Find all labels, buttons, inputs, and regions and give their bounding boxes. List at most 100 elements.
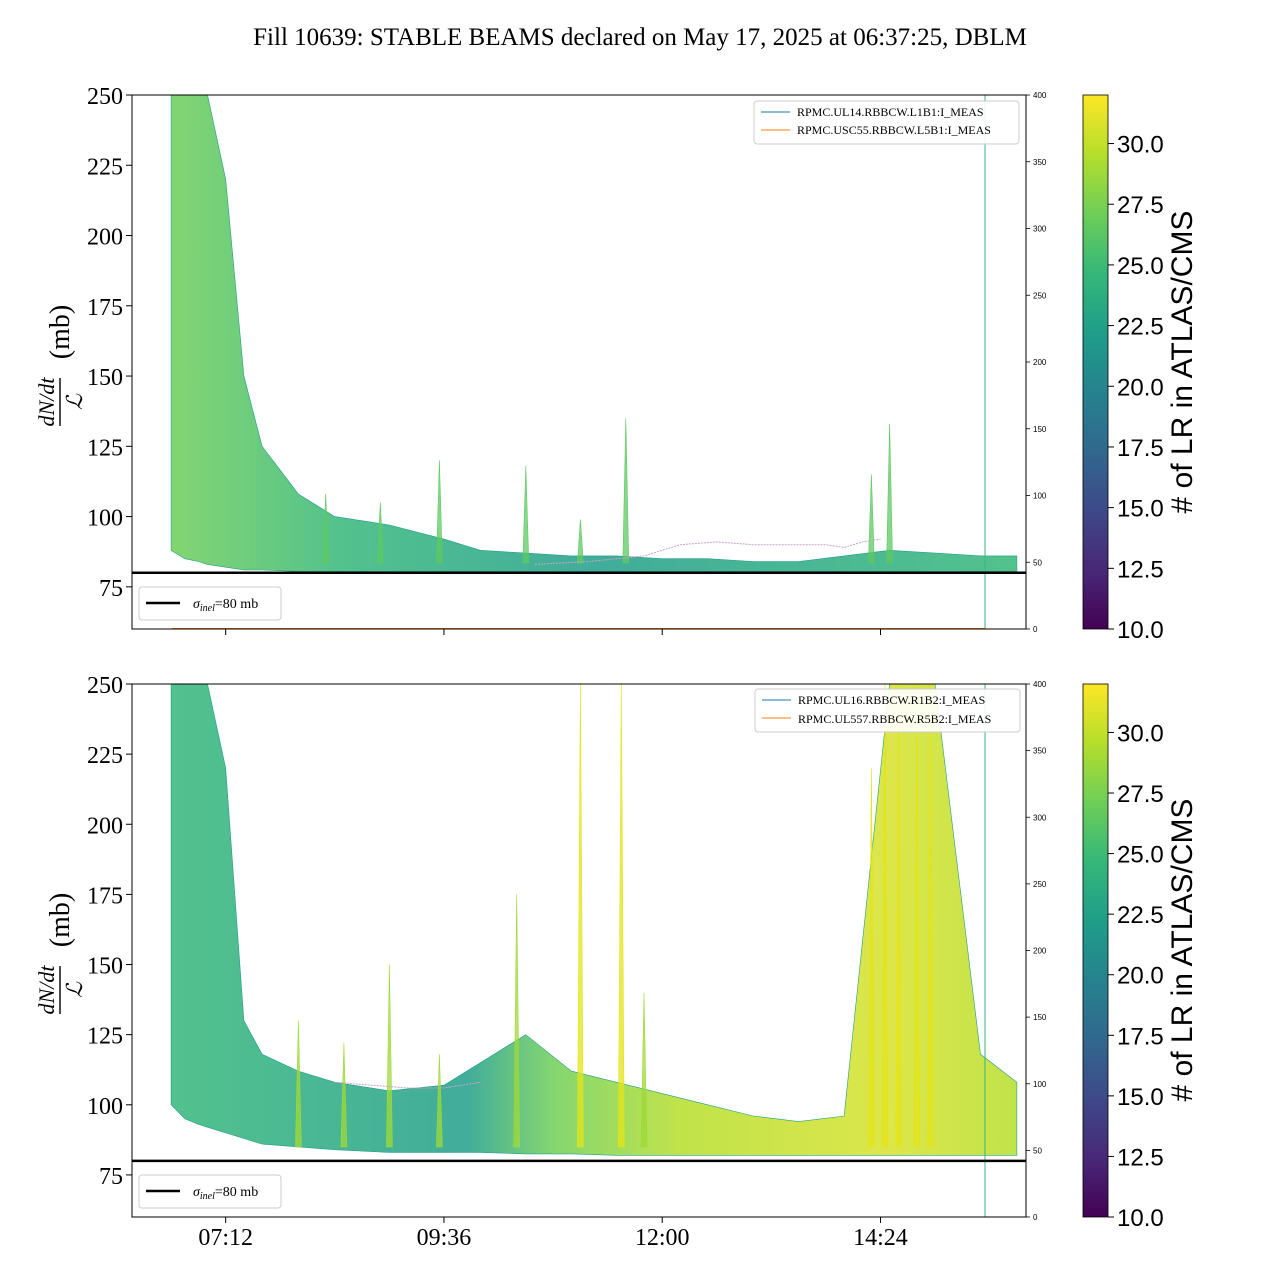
bot-colorbar-tick-label: 25.0 (1117, 842, 1164, 869)
top-y2-tick-label: 250 (1033, 291, 1047, 300)
top-y2-tick-label: 400 (1033, 91, 1047, 100)
top-y2-tick-label: 300 (1033, 225, 1047, 234)
bot-colorbar-tick-label: 12.5 (1117, 1144, 1164, 1171)
top-spike (322, 494, 330, 564)
top-purple-trace (534, 538, 881, 565)
svg-text:ℒ: ℒ (62, 393, 87, 410)
svg-text:(mb): (mb) (45, 305, 76, 359)
bottom-x-axis: 07:12 09:36 12:00 14:24 (198, 1217, 908, 1251)
bot-colorbar-tick-label: 30.0 (1117, 720, 1164, 747)
top-colorbar-tick-label: 17.5 (1117, 435, 1164, 462)
bot-colorbar-tick-label: 17.5 (1117, 1023, 1164, 1050)
top-y-tick-label: 150 (87, 365, 123, 391)
top-y2-tick-label: 50 (1033, 558, 1042, 567)
bottom-sigma-legend-text: σinel=80 mb (193, 1185, 258, 1202)
top-y2-tick-label: 150 (1033, 425, 1047, 434)
bottom-panel: 75 100 125 150 175 200 225 250 0 50 100 150 200 250 3… (34, 673, 1199, 1251)
svg-text:dN/dt: dN/dt (34, 377, 59, 427)
bot-x-tick-label: 14:24 (853, 1225, 908, 1251)
top-colorbar-label: # of LR in ATLAS/CMS (1166, 211, 1199, 514)
bot-y2-tick-label: 150 (1033, 1013, 1047, 1022)
top-spike (376, 502, 384, 564)
top-envelope-band (170, 95, 1018, 572)
top-y-tick-label: 125 (87, 435, 123, 461)
bot-spike (617, 684, 625, 1148)
top-y2-tick-label: 0 (1033, 625, 1038, 634)
bot-spike (436, 1054, 443, 1148)
top-y2-axis: 0 50 100 150 200 250 300 350 400 (1026, 91, 1047, 634)
bot-spike (340, 1043, 348, 1148)
svg-text:(mb): (mb) (45, 893, 76, 947)
bottom-y-label: dN/dt ℒ (mb) (34, 893, 87, 1015)
top-y2-tick-label: 200 (1033, 358, 1047, 367)
top-sigma-legend-text: σinel=80 mb (193, 597, 258, 614)
top-x-axis (225, 629, 881, 635)
figure-title: Fill 10639: STABLE BEAMS declared on May… (253, 24, 1027, 51)
top-colorbar-tick-label: 27.5 (1117, 192, 1164, 219)
bot-y2-tick-label: 250 (1033, 880, 1047, 889)
top-y-tick-label: 225 (87, 154, 123, 180)
bot-spike (513, 894, 521, 1148)
bot-spike (868, 768, 875, 1148)
bot-spike (913, 684, 921, 1148)
bot-y2-tick-label: 50 (1033, 1146, 1042, 1155)
top-colorbar-tick-label: 20.0 (1117, 374, 1164, 401)
bot-spike (881, 684, 889, 1148)
top-y-tick-label: 175 (87, 295, 123, 321)
top-colorbar-tick-label: 15.0 (1117, 496, 1164, 523)
bottom-purple-trace (334, 1081, 481, 1089)
top-legend: RPMC.UL14.RBBCW.L1B1:I_MEAS RPMC.USC55.R… (753, 100, 1020, 145)
bottom-colorbar: 10.0 12.5 15.0 17.5 20.0 22.5 25.0 27.5 30.0 # o… (1082, 683, 1199, 1232)
top-spikes (322, 418, 893, 564)
top-colorbar-tick-label: 22.5 (1117, 314, 1164, 341)
top-y-label: dN/dt ℒ (mb) (34, 305, 87, 427)
bot-y-tick-label: 250 (87, 673, 123, 699)
top-spike (886, 423, 893, 564)
bottom-y-axis: 75 100 125 150 175 200 225 250 (87, 673, 132, 1190)
top-colorbar: 10.0 12.5 15.0 17.5 20.0 22.5 25.0 27.5 30.0 # o… (1082, 94, 1199, 644)
bot-y-tick-label: 225 (87, 743, 123, 769)
top-y-tick-label: 100 (87, 506, 123, 532)
bot-spike (895, 684, 903, 1148)
top-spike (868, 474, 875, 564)
bot-colorbar-tick-label: 22.5 (1117, 902, 1164, 929)
svg-text:dN/dt: dN/dt (34, 965, 59, 1015)
bot-spike (927, 684, 934, 1148)
top-y-tick-label: 75 (99, 576, 123, 602)
top-legend-entry-1: RPMC.UL14.RBBCW.L1B1:I_MEAS (797, 105, 984, 119)
bot-colorbar-tick-label: 20.0 (1117, 963, 1164, 990)
top-y2-tick-label: 350 (1033, 158, 1047, 167)
bot-y-tick-label: 175 (87, 883, 123, 909)
top-y-tick-label: 250 (87, 84, 123, 110)
bot-y-tick-label: 200 (87, 813, 123, 839)
bot-y2-tick-label: 300 (1033, 813, 1047, 822)
top-panel: 75 100 125 150 175 200 225 250 0 50 100 150 200 250 3… (34, 84, 1199, 644)
top-y-axis: 75 100 125 150 175 200 225 250 (87, 84, 132, 602)
bot-colorbar-tick-label: 10.0 (1117, 1205, 1164, 1232)
top-spike (577, 519, 584, 564)
bot-spike (295, 1020, 302, 1148)
bot-colorbar-tick-label: 15.0 (1117, 1084, 1164, 1111)
bot-spike (386, 964, 393, 1148)
bot-x-tick-label: 12:00 (635, 1225, 690, 1251)
bot-y-tick-label: 100 (87, 1094, 123, 1120)
top-spike (522, 465, 530, 564)
bot-y2-tick-label: 350 (1033, 747, 1047, 756)
top-spike (622, 418, 630, 564)
bot-colorbar-tick-label: 27.5 (1117, 781, 1164, 808)
bot-y2-tick-label: 400 (1033, 680, 1047, 689)
bottom-spikes (295, 684, 934, 1148)
top-y2-tick-label: 100 (1033, 492, 1047, 501)
top-sigma-legend: σinel=80 mb (138, 586, 282, 621)
bottom-sigma-legend: σinel=80 mb (138, 1174, 282, 1209)
bot-spike (640, 992, 648, 1148)
bottom-legend-entry-1: RPMC.UL16.RBBCW.R1B2:I_MEAS (798, 693, 985, 707)
bot-y-tick-label: 125 (87, 1024, 123, 1050)
top-legend-entry-2: RPMC.USC55.RBBCW.L5B1:I_MEAS (797, 123, 991, 137)
top-colorbar-tick-label: 30.0 (1117, 132, 1164, 159)
bot-spike (577, 684, 584, 1148)
bot-y2-tick-label: 0 (1033, 1213, 1038, 1222)
top-y-tick-label: 200 (87, 225, 123, 251)
top-colorbar-tick-label: 12.5 (1117, 556, 1164, 583)
bot-x-tick-label: 09:36 (417, 1225, 472, 1251)
